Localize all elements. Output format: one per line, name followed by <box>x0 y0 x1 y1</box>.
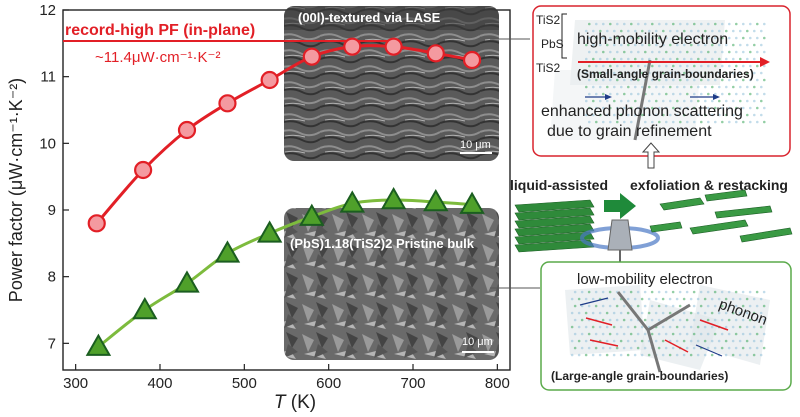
x-ticks: 300 400 500 600 700 800 <box>63 364 510 392</box>
lattice-dots <box>570 290 766 357</box>
point-textured <box>302 47 321 66</box>
y-ticks: 7 8 9 10 11 12 <box>39 2 69 352</box>
point-pristine <box>299 203 325 226</box>
callout-large-angle: low-mobility electron phonon (Large-angl… <box>540 261 792 391</box>
y-tick-label: 8 <box>48 269 56 286</box>
x-tick-label: 600 <box>316 375 341 392</box>
process-arrow-icon <box>604 193 636 219</box>
y-tick-label: 11 <box>40 69 56 86</box>
layer-pbs: PbS <box>541 37 564 51</box>
process-label-right: exfoliation & restacking <box>630 177 788 193</box>
y-tick-label: 12 <box>39 2 56 19</box>
x-tick-label: 400 <box>147 375 172 392</box>
point-textured <box>218 94 237 113</box>
x-tick-label: 800 <box>485 375 510 392</box>
process-label-left: liquid-assisted <box>510 177 608 193</box>
sem-image-textured <box>284 6 499 161</box>
point-textured <box>426 44 445 63</box>
point-pristine <box>339 190 366 213</box>
point-pristine <box>256 220 283 243</box>
x-tick-label: 300 <box>63 375 88 392</box>
point-textured <box>87 214 106 233</box>
series-line-pristine <box>97 198 473 348</box>
x-tick-label: 500 <box>232 375 257 392</box>
x-axis-label: T (K) <box>274 392 316 413</box>
point-textured <box>384 37 403 56</box>
point-pristine <box>132 296 158 320</box>
series-line-textured <box>95 44 473 225</box>
callout-top-line2: (Small-angle grain-boundaries) <box>577 67 754 81</box>
point-pristine <box>459 191 485 214</box>
layer-tis2-bottom: TiS2 <box>536 61 561 75</box>
callout-top-line1: high-mobility electron <box>577 31 728 48</box>
sem-bottom-scale: 10 μm <box>462 336 493 348</box>
exfoliation-illustration <box>514 189 793 262</box>
sem-image-pristine <box>284 208 499 360</box>
point-pristine <box>214 240 241 263</box>
callout-bottom-line3: (Large-angle grain-boundaries) <box>551 369 728 383</box>
point-textured <box>134 160 153 180</box>
y-tick-label: 7 <box>48 335 56 352</box>
y-tick-label: 9 <box>48 202 56 219</box>
callout-top-line4: due to grain refinement <box>547 123 712 140</box>
x-tick-label: 700 <box>400 375 425 392</box>
up-arrow-icon <box>641 142 661 169</box>
annotation-title: record-high PF (in-plane) <box>65 22 255 39</box>
point-pristine <box>85 333 112 356</box>
y-tick-label: 10 <box>39 135 56 152</box>
callout-bottom-line1: low-mobility electron <box>577 271 713 288</box>
point-textured <box>260 70 279 90</box>
point-pristine <box>380 186 407 210</box>
annotation-value: ~11.4μW·cm⁻¹·K⁻² <box>95 49 220 66</box>
layer-tis2-top: TiS2 <box>536 13 561 27</box>
point-textured <box>177 120 197 140</box>
point-textured <box>343 37 362 56</box>
point-pristine <box>423 188 449 212</box>
series-layer <box>85 37 485 356</box>
lattice-dots <box>584 22 766 124</box>
point-textured <box>462 50 482 70</box>
y-axis-label: Power factor (μW·cm⁻¹·K⁻²) <box>6 78 26 302</box>
callout-top-line3: enhanced phonon scattering <box>541 103 743 120</box>
sem-top-title: (00l)-textured via LASE <box>298 10 441 25</box>
sem-bottom-title: (PbS)1.18(TiS2)2 Pristine bulk <box>290 236 475 251</box>
callout-small-angle: TiS2 PbS TiS2 high-mobility electron (Sm… <box>532 5 791 157</box>
sem-top-scale: 10 μm <box>460 139 491 151</box>
point-pristine <box>174 270 200 293</box>
